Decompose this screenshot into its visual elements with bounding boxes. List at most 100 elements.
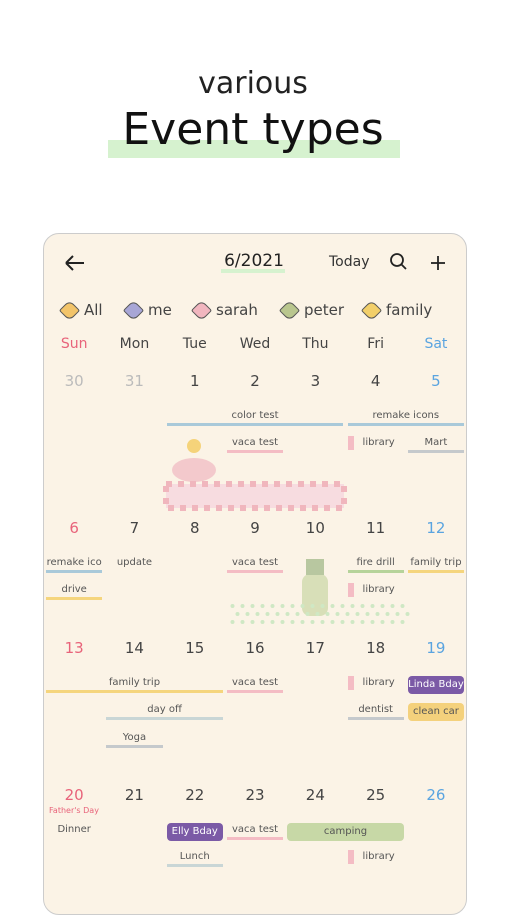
today-button[interactable]: Today	[329, 254, 370, 270]
event[interactable]: Lunch	[166, 850, 223, 867]
day-number[interactable]: 26	[426, 786, 446, 804]
dot	[300, 604, 305, 608]
event[interactable]: camping	[287, 823, 404, 841]
day-number[interactable]: 25	[366, 786, 386, 804]
day-number[interactable]: 7	[129, 519, 140, 537]
tag-icon	[278, 299, 301, 321]
dot	[260, 620, 265, 624]
back-button[interactable]	[65, 255, 84, 271]
day-number[interactable]: 14	[124, 639, 144, 657]
day-number[interactable]: 23	[245, 786, 265, 804]
event[interactable]: Yoga	[106, 731, 163, 748]
event[interactable]: Dinner	[57, 824, 91, 835]
day-number[interactable]: 20	[64, 786, 84, 804]
weekday: Sat	[424, 336, 448, 352]
event[interactable]: family trip	[407, 556, 465, 573]
day-number[interactable]: 11	[366, 519, 386, 537]
decor	[65, 253, 445, 624]
event[interactable]: library	[347, 676, 404, 690]
add-button[interactable]	[431, 256, 445, 270]
dot	[405, 612, 410, 616]
dot	[335, 612, 340, 616]
day-number[interactable]: 19	[426, 639, 446, 657]
dot	[380, 604, 385, 608]
dot	[235, 612, 240, 616]
day-number[interactable]: 3	[310, 372, 321, 390]
event[interactable]: drive	[46, 583, 103, 600]
event[interactable]: library	[347, 850, 404, 864]
event[interactable]: remake ico	[46, 556, 103, 573]
tag[interactable]: sarah	[190, 299, 258, 321]
dots-sticker	[230, 604, 410, 624]
day-number[interactable]: 2	[250, 372, 260, 390]
tag[interactable]: me	[122, 299, 172, 321]
event[interactable]: dentist	[347, 703, 404, 720]
day-number[interactable]: 31	[124, 372, 144, 390]
day-number[interactable]: 13	[64, 639, 84, 657]
event[interactable]: Linda Bday	[407, 676, 465, 694]
day-number[interactable]: 30	[64, 372, 84, 390]
day-number[interactable]: 17	[305, 639, 325, 657]
dot	[345, 612, 350, 616]
day-number[interactable]: 6	[69, 519, 79, 537]
day-number[interactable]: 9	[250, 519, 260, 537]
day-number[interactable]: 22	[185, 786, 205, 804]
day-number[interactable]: 8	[189, 519, 200, 537]
event[interactable]: vaca test	[226, 556, 284, 573]
tag[interactable]: All	[58, 299, 103, 321]
day-number[interactable]: 1	[189, 372, 200, 390]
dot	[315, 612, 320, 616]
event[interactable]: vaca test	[226, 436, 284, 453]
dot	[290, 604, 295, 608]
day-number[interactable]: 21	[124, 786, 144, 804]
month-highlight	[221, 269, 285, 273]
event[interactable]: vaca test	[226, 676, 284, 693]
dot	[380, 620, 385, 624]
tag-label: peter	[304, 301, 345, 319]
event[interactable]: vaca test	[226, 823, 284, 840]
event[interactable]: library	[347, 583, 404, 597]
day-number[interactable]: 12	[426, 519, 446, 537]
dot	[270, 604, 275, 608]
event[interactable]: update	[116, 557, 153, 568]
search-button[interactable]	[390, 253, 407, 270]
day-number[interactable]: 15	[185, 639, 205, 657]
day-number[interactable]: 16	[245, 639, 265, 657]
event[interactable]: clean car	[407, 703, 465, 721]
month-label[interactable]: 6/2021	[224, 251, 284, 271]
tag[interactable]: family	[360, 299, 432, 321]
dot	[325, 612, 330, 616]
day-number[interactable]: 18	[366, 639, 386, 657]
weekday: Wed	[239, 336, 271, 352]
event[interactable]: family trip	[46, 676, 223, 693]
event[interactable]: day off	[106, 703, 223, 720]
day-number[interactable]: 5	[431, 372, 441, 390]
pig-sticker	[172, 439, 216, 482]
title: Event types	[122, 104, 384, 155]
dot	[250, 620, 255, 624]
event[interactable]: remake icons	[347, 409, 465, 426]
day-number[interactable]: 10	[305, 519, 325, 537]
weekday: Tue	[182, 336, 207, 352]
event[interactable]: Elly Bday	[166, 823, 223, 841]
event[interactable]: fire drill	[347, 556, 404, 573]
dot	[350, 620, 355, 624]
dot	[355, 612, 360, 616]
dot	[285, 612, 290, 616]
dot	[240, 620, 245, 624]
day-number[interactable]: 24	[305, 786, 325, 804]
tag[interactable]: peter	[278, 299, 345, 321]
event[interactable]: color test	[166, 409, 344, 426]
dot	[330, 620, 335, 624]
event[interactable]: Mart	[407, 436, 465, 453]
day-number[interactable]: 4	[370, 372, 381, 390]
dot	[230, 620, 235, 624]
tag-icon	[58, 299, 81, 321]
dot	[365, 612, 370, 616]
dot	[320, 604, 325, 608]
calendar-card: 6/2021 Today All me sarah peter family Sun Mon Tu…	[43, 233, 467, 915]
event[interactable]: library	[347, 436, 404, 450]
dot	[330, 604, 335, 608]
tag-label: me	[148, 301, 172, 319]
